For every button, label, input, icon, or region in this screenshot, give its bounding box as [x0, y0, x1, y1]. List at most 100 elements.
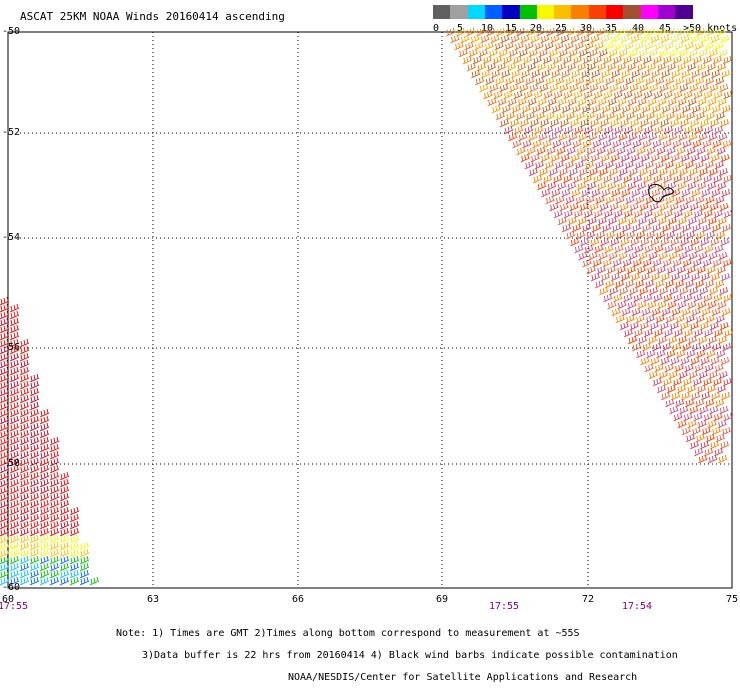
wind-barb	[609, 118, 620, 128]
wind-barb	[551, 104, 561, 114]
wind-barb	[656, 384, 667, 394]
wind-barb	[623, 328, 634, 338]
wind-barb	[49, 555, 60, 565]
wind-barb	[516, 27, 526, 37]
wind-barb	[692, 258, 702, 268]
wind-barb	[659, 202, 669, 212]
wind-barb	[707, 97, 717, 107]
wind-barb	[587, 97, 597, 107]
wind-barb	[702, 377, 713, 387]
wind-barb	[622, 258, 632, 268]
wind-barb	[615, 111, 626, 121]
wind-barb	[611, 104, 621, 114]
wind-barb	[552, 174, 563, 184]
wind-barb	[701, 307, 711, 317]
wind-barb	[673, 293, 683, 303]
latitude-label: -52	[2, 127, 21, 138]
wind-barb	[688, 286, 699, 296]
wind-barb	[69, 513, 80, 523]
wind-barb	[665, 398, 675, 408]
wind-barb	[704, 41, 714, 51]
wind-barb	[568, 167, 579, 177]
wind-barb	[9, 541, 20, 551]
wind-barb	[693, 412, 703, 422]
wind-barb	[635, 76, 645, 86]
wind-barb	[29, 436, 40, 446]
wind-barb	[654, 363, 664, 373]
wind-barb	[539, 83, 549, 93]
wind-barb	[606, 62, 617, 72]
wind-barb	[521, 104, 531, 114]
wind-barb	[680, 237, 690, 247]
wind-barb	[675, 111, 686, 121]
wind-barb	[0, 331, 10, 341]
wind-barb	[548, 167, 559, 177]
wind-barb	[637, 335, 648, 345]
wind-barb	[648, 286, 659, 296]
wind-barb	[655, 76, 665, 86]
wind-barb	[9, 366, 20, 376]
wind-barb	[0, 506, 10, 516]
scale-swatch	[519, 5, 538, 19]
longitude-label: 66	[291, 594, 305, 605]
wind-barb	[561, 188, 571, 198]
scale-label: 35	[605, 23, 618, 34]
wind-barb	[553, 125, 564, 135]
wind-barb	[530, 69, 541, 79]
wind-barb	[19, 373, 30, 383]
wind-barb	[707, 216, 718, 226]
wind-barb	[29, 576, 40, 586]
wind-barb	[39, 457, 50, 467]
wind-barb	[707, 181, 717, 191]
scale-label: 5	[457, 23, 464, 34]
wind-barb	[59, 471, 70, 481]
wind-barb	[630, 237, 640, 247]
wind-barb	[685, 314, 695, 324]
wind-barb	[627, 181, 637, 191]
wind-barb	[565, 230, 576, 240]
note-line-2: 3)Data buffer is 22 hrs from 20160414 4)…	[142, 650, 678, 661]
wind-barb	[675, 314, 685, 324]
wind-barb	[551, 188, 561, 198]
wind-barb	[49, 499, 60, 509]
wind-barb	[501, 104, 511, 114]
wind-barb	[694, 363, 704, 373]
scale-swatch	[571, 5, 590, 19]
wind-barb	[708, 370, 718, 380]
wind-barb	[538, 167, 549, 177]
wind-barb	[670, 356, 680, 366]
wind-barb	[538, 132, 548, 142]
wind-barb	[631, 223, 642, 233]
wind-barb	[679, 405, 689, 415]
wind-barb	[711, 104, 721, 114]
wind-barb	[723, 412, 733, 422]
wind-barb	[712, 377, 723, 387]
wind-barb	[660, 153, 670, 163]
wind-barb	[569, 202, 579, 212]
lat-lon-grid	[8, 32, 732, 588]
wind-barb	[59, 534, 70, 544]
wind-barb	[610, 153, 620, 163]
wind-barb	[591, 104, 601, 114]
wind-barb	[592, 139, 602, 149]
wind-barb	[39, 548, 50, 558]
wind-barb	[646, 27, 656, 37]
wind-barb	[687, 335, 698, 345]
wind-barb	[681, 223, 692, 233]
wind-barb	[593, 125, 604, 135]
wind-barb	[582, 55, 593, 65]
wind-barb	[640, 153, 650, 163]
wind-barb	[505, 76, 515, 86]
wind-barb	[716, 265, 726, 275]
wind-barb	[704, 244, 714, 254]
wind-barb	[653, 90, 663, 100]
wind-barb	[9, 492, 20, 502]
wind-barb	[698, 167, 709, 177]
wind-barb	[672, 174, 683, 184]
wind-barb	[548, 132, 558, 142]
wind-barb	[680, 272, 691, 282]
wind-barb	[590, 34, 600, 44]
wind-barb	[79, 576, 90, 586]
wind-barb	[614, 41, 624, 51]
wind-barb	[19, 527, 30, 537]
